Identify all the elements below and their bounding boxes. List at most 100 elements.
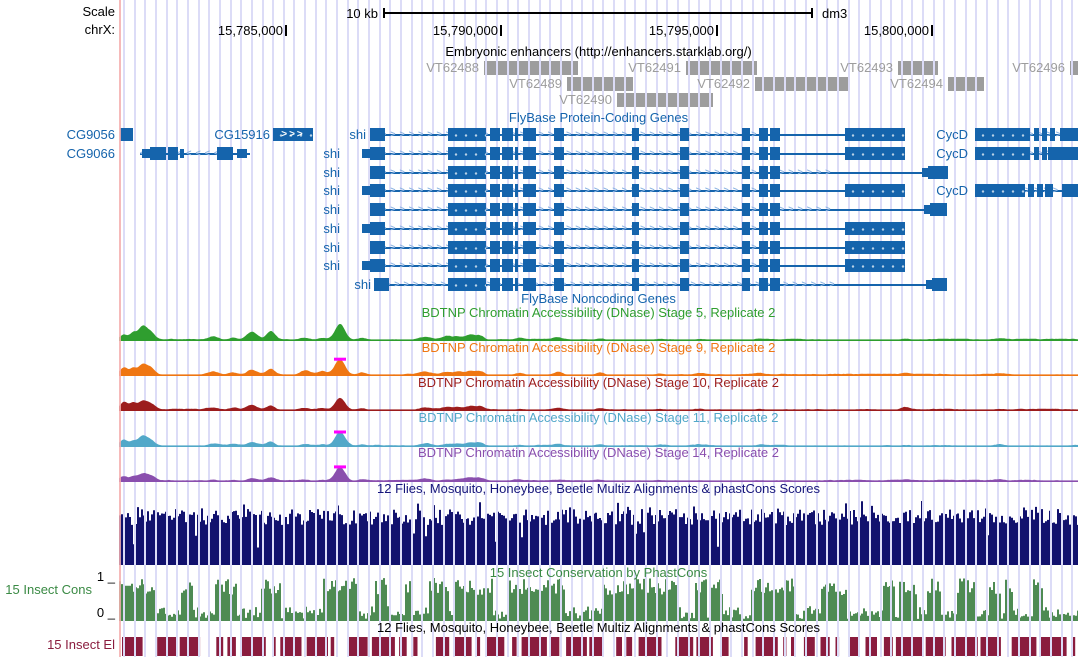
guideline <box>634 0 637 657</box>
enhancer-item-VT62493[interactable] <box>898 61 938 75</box>
gene-label-CycD[interactable]: CycD <box>936 127 968 142</box>
exon <box>515 146 518 160</box>
exon <box>759 165 768 179</box>
guideline <box>176 0 179 657</box>
guideline <box>453 0 456 657</box>
exon <box>632 146 639 160</box>
coordinate-label: 15,785,000 <box>217 23 283 38</box>
enhancer-item-VT62492[interactable] <box>755 77 848 91</box>
guideline <box>740 0 743 657</box>
exon <box>1050 128 1055 141</box>
enhancer-label: VT62489 <box>509 76 562 91</box>
exon <box>362 148 370 158</box>
guideline <box>1060 0 1063 657</box>
exon <box>632 259 639 273</box>
exon <box>632 221 639 235</box>
gene-label-CycD[interactable]: CycD <box>936 183 968 199</box>
exon <box>448 128 486 141</box>
track-title-phastcons[interactable]: 15 Insect Conservation by PhastCons <box>489 565 708 580</box>
exon <box>523 203 536 216</box>
shi-start-exon <box>370 184 385 198</box>
guideline <box>943 0 946 657</box>
guideline <box>186 0 189 657</box>
exon <box>502 184 513 198</box>
gene-label-CycD[interactable]: CycD <box>936 145 968 161</box>
gene-label-shi[interactable]: shi <box>323 202 340 217</box>
enhancer-item-VT62489[interactable] <box>567 77 633 91</box>
guideline <box>123 0 125 657</box>
exon <box>502 259 513 273</box>
guideline <box>815 0 818 657</box>
exon <box>502 146 513 160</box>
gene-label-shi[interactable]: shi <box>323 183 340 199</box>
guideline <box>506 0 509 657</box>
gene-label-shi[interactable]: shi <box>349 127 366 142</box>
guideline <box>218 0 221 657</box>
track-title-dnase-stage9[interactable]: BDTNP Chromatin Accessibility (DNase) St… <box>421 340 776 355</box>
guideline <box>645 0 648 657</box>
coordinate-tick <box>285 25 287 36</box>
exon <box>1062 184 1078 198</box>
gene-label-shi[interactable]: shi <box>323 164 340 180</box>
gene-label-shi[interactable]: shi <box>323 220 340 236</box>
guideline <box>495 0 498 657</box>
dnase-signal-3[interactable] <box>119 426 1078 447</box>
track-title-multiz[interactable]: 12 Flies, Mosquito, Honeybee, Beetle Mul… <box>377 481 820 496</box>
track-title-enhancers[interactable]: Embryonic enhancers (http://enhancers.st… <box>445 44 752 59</box>
gene-label-shi[interactable]: shi <box>323 145 340 161</box>
track-title-dnase-stage10[interactable]: BDTNP Chromatin Accessibility (DNase) St… <box>417 375 780 390</box>
guideline <box>687 0 690 657</box>
enhancer-label: VT62491 <box>628 60 681 75</box>
guideline <box>389 0 392 657</box>
enhancer-item-VT62488[interactable] <box>484 61 578 75</box>
guideline <box>868 0 871 657</box>
coordinate-tick <box>716 25 718 36</box>
dnase-signal-1[interactable] <box>119 355 1078 376</box>
dnase-signal-0[interactable] <box>119 320 1078 341</box>
exon <box>632 203 639 216</box>
exon <box>490 259 500 273</box>
enhancer-item-VT62496[interactable] <box>1070 61 1078 75</box>
exon <box>515 221 518 235</box>
exon <box>1042 128 1047 141</box>
track-title-protein-coding[interactable]: FlyBase Protein-Coding Genes <box>508 110 689 125</box>
gene-label-CG15916[interactable]: CG15916 <box>214 127 270 142</box>
exon <box>759 278 768 291</box>
exon <box>759 240 768 254</box>
insect-elements-left-label[interactable]: 15 Insect El <box>47 637 115 652</box>
track-title-dnase-stage11[interactable]: BDTNP Chromatin Accessibility (DNase) St… <box>418 410 779 425</box>
guideline <box>932 0 935 657</box>
exon <box>680 146 689 160</box>
guideline <box>954 0 957 657</box>
shi-last-exon <box>930 203 947 216</box>
gene-label-shi[interactable]: shi <box>354 277 371 292</box>
exon <box>120 128 133 141</box>
phastcons-left-label[interactable]: 15 Insect Cons <box>5 582 92 597</box>
guideline <box>964 0 967 657</box>
guideline <box>250 0 253 657</box>
track-title-dnase-stage5[interactable]: BDTNP Chromatin Accessibility (DNase) St… <box>421 305 776 320</box>
gene-label-CG9066[interactable]: CG9066 <box>66 145 115 161</box>
exon <box>1045 184 1053 198</box>
exon <box>448 165 486 179</box>
shi-start-exon <box>370 165 385 179</box>
clip-indicator <box>334 465 346 469</box>
gene-label-shi[interactable]: shi <box>323 239 340 255</box>
gene-label-CG9056[interactable]: CG9056 <box>66 127 115 142</box>
guideline <box>879 0 882 657</box>
exon <box>523 184 536 198</box>
track-title-dnase-stage14[interactable]: BDTNP Chromatin Accessibility (DNase) St… <box>417 445 780 460</box>
exon <box>759 128 768 141</box>
guideline <box>1071 0 1074 657</box>
dnase-signal-2[interactable] <box>119 390 1078 411</box>
guideline <box>858 0 861 657</box>
track-title-noncoding[interactable]: FlyBase Noncoding Genes <box>521 291 676 306</box>
exon <box>554 184 564 198</box>
track-title-multiz-2[interactable]: 12 Flies, Mosquito, Honeybee, Beetle Mul… <box>377 620 820 635</box>
exon <box>502 278 513 291</box>
gene-label-shi[interactable]: shi <box>323 258 340 274</box>
dnase-signal-4[interactable] <box>119 461 1078 482</box>
exon <box>742 128 750 141</box>
exon <box>490 165 500 179</box>
